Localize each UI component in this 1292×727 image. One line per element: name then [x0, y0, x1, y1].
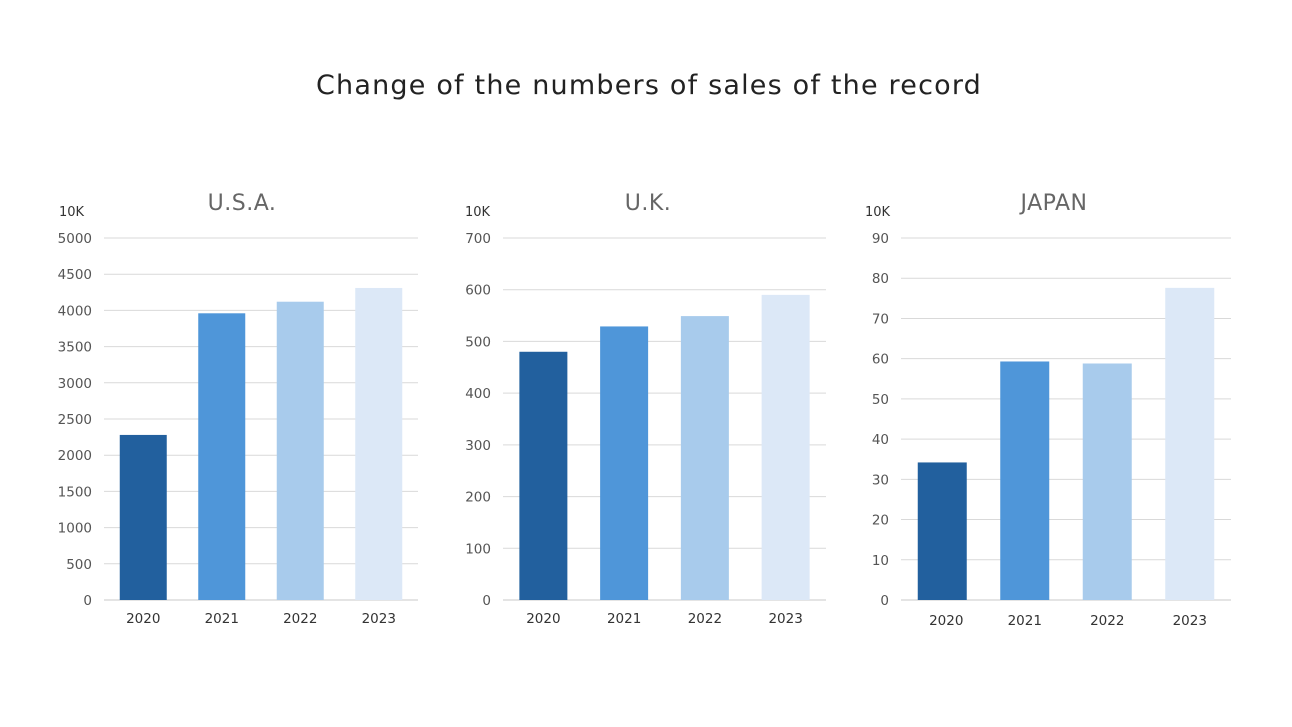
bar-2023	[1165, 287, 1215, 600]
unit-label: 10K	[59, 205, 85, 220]
bar-2020	[119, 434, 167, 600]
chart-title: JAPAN	[1018, 191, 1087, 216]
unit-label: 10K	[465, 205, 491, 220]
y-tick-label: 1000	[58, 521, 92, 537]
bar-2021	[600, 326, 649, 600]
x-tick-label: 2023	[362, 611, 396, 627]
bar-2022	[680, 316, 729, 600]
x-tick-label: 2021	[1008, 613, 1042, 629]
y-tick-label: 30	[872, 472, 889, 488]
x-tick-label: 2020	[929, 613, 963, 629]
bar-2021	[1000, 361, 1050, 600]
y-tick-label: 90	[872, 231, 889, 247]
y-tick-label: 600	[465, 283, 491, 299]
bar-2020	[917, 462, 967, 600]
y-tick-label: 2000	[58, 448, 92, 464]
y-tick-label: 200	[465, 490, 491, 506]
y-tick-label: 0	[482, 593, 491, 609]
y-tick-label: 1500	[58, 484, 92, 500]
y-tick-label: 300	[465, 438, 491, 454]
bar-2020	[519, 351, 568, 600]
y-tick-label: 40	[872, 432, 889, 448]
y-tick-label: 80	[872, 271, 889, 287]
y-tick-label: 3000	[58, 376, 92, 392]
bar-2023	[355, 287, 403, 600]
y-tick-label: 4500	[58, 267, 92, 283]
chart-title: U.K.	[625, 191, 672, 216]
y-tick-label: 100	[465, 541, 491, 557]
y-tick-label: 10	[872, 553, 889, 569]
y-tick-label: 0	[880, 593, 889, 609]
main-title: Change of the numbers of sales of the re…	[315, 70, 982, 101]
x-tick-label: 2022	[1090, 613, 1124, 629]
bar-2023	[761, 294, 810, 600]
y-tick-label: 400	[465, 386, 491, 402]
y-tick-label: 2500	[58, 412, 92, 428]
y-tick-label: 60	[872, 352, 889, 368]
chart-title: U.S.A.	[208, 191, 277, 216]
x-tick-label: 2022	[283, 611, 317, 627]
y-tick-label: 500	[66, 557, 92, 573]
x-tick-label: 2021	[607, 611, 641, 627]
x-tick-label: 2023	[768, 611, 802, 627]
x-tick-label: 2020	[126, 611, 160, 627]
y-tick-label: 50	[872, 392, 889, 408]
bar-2022	[1082, 363, 1132, 600]
y-tick-label: 0	[83, 593, 92, 609]
y-tick-label: 4000	[58, 303, 92, 319]
bar-2022	[276, 301, 324, 600]
y-tick-label: 500	[465, 334, 491, 350]
x-tick-label: 2021	[205, 611, 239, 627]
y-tick-label: 700	[465, 231, 491, 247]
y-tick-label: 20	[872, 513, 889, 529]
y-tick-label: 5000	[58, 231, 92, 247]
x-tick-label: 2020	[526, 611, 560, 627]
bar-2021	[198, 313, 246, 600]
x-tick-label: 2022	[688, 611, 722, 627]
x-tick-label: 2023	[1173, 613, 1207, 629]
unit-label: 10K	[865, 205, 891, 220]
y-tick-label: 70	[872, 311, 889, 327]
y-tick-label: 3500	[58, 340, 92, 356]
